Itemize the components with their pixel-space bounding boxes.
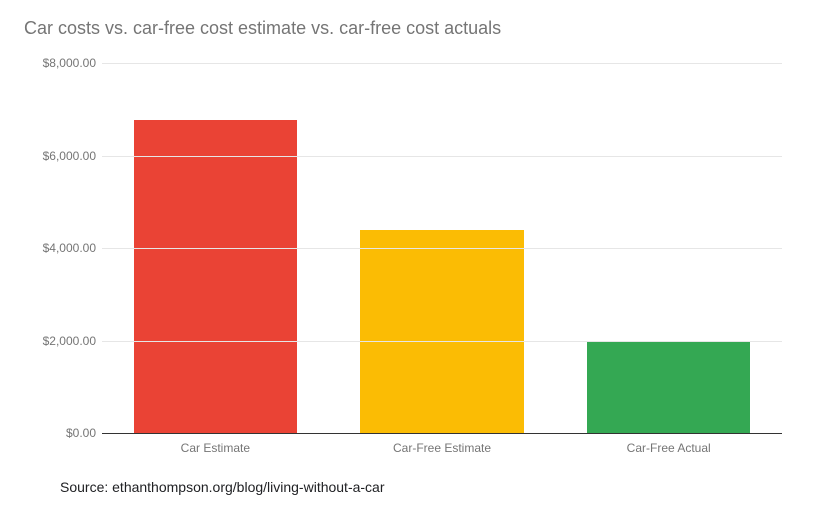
chart-title: Car costs vs. car-free cost estimate vs.… [24,18,792,39]
chart-container: Car costs vs. car-free cost estimate vs.… [0,0,814,528]
bar [587,342,750,433]
y-tick-label: $0.00 [16,426,96,440]
grid-line [102,341,782,342]
plot-area: Car EstimateCar-Free EstimateCar-Free Ac… [102,63,782,434]
x-tick-label: Car Estimate [102,433,329,455]
source-text: Source: ethanthompson.org/blog/living-wi… [60,479,792,495]
bar [360,230,523,433]
x-tick-label: Car-Free Actual [555,433,782,455]
x-tick-label: Car-Free Estimate [329,433,556,455]
grid-line [102,156,782,157]
y-tick-label: $6,000.00 [16,149,96,163]
bar [134,120,297,433]
chart-wrap: Car EstimateCar-Free EstimateCar-Free Ac… [22,43,792,473]
y-tick-label: $2,000.00 [16,334,96,348]
y-tick-label: $4,000.00 [16,241,96,255]
grid-line [102,248,782,249]
grid-line [102,63,782,64]
y-tick-label: $8,000.00 [16,56,96,70]
